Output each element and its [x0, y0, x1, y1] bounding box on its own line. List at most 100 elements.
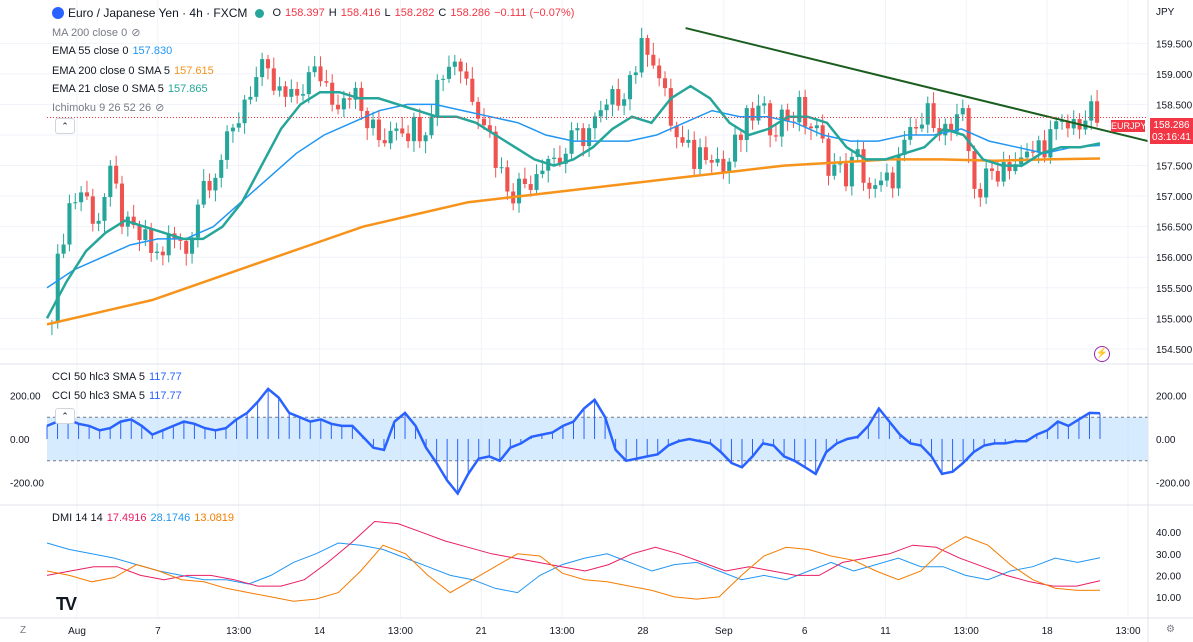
candle-body	[1048, 129, 1053, 158]
candle-body	[738, 134, 743, 140]
candle-body	[225, 131, 230, 160]
candle-body	[668, 88, 673, 126]
candle-body	[213, 177, 218, 191]
gear-icon[interactable]: ⚙	[1166, 624, 1175, 635]
candle-body	[312, 66, 317, 73]
candle-body	[651, 54, 656, 66]
collapse-cci-button[interactable]: ⌃	[55, 408, 75, 424]
candle-body	[843, 163, 849, 187]
ema200-label: EMA 200 close 0 SMA 5	[52, 65, 171, 77]
candle-body	[55, 253, 60, 323]
ohlc-open-label: O	[272, 7, 281, 19]
ema200-legend[interactable]: EMA 200 close 0 SMA 5 157.615	[52, 65, 214, 77]
collapse-legend-button[interactable]: ⌃	[55, 118, 75, 134]
candle-body	[978, 188, 983, 198]
candle-body	[1054, 121, 1059, 130]
candle-body	[1013, 164, 1018, 172]
ema21-label: EMA 21 close 0 SMA 5	[52, 83, 164, 95]
candle-body	[289, 89, 294, 97]
candle-body	[190, 237, 195, 254]
candle-body	[914, 127, 919, 129]
candle-body	[697, 147, 703, 169]
ohlc-high: 158.416	[340, 7, 381, 19]
hidden-eye-icon[interactable]: ⊘	[131, 27, 141, 39]
currency-label[interactable]: JPY	[1156, 7, 1175, 18]
ma200-legend[interactable]: MA 200 close 0 ⊘	[52, 26, 141, 40]
candle-body	[516, 178, 522, 204]
trendline	[685, 27, 1149, 143]
ma200-label: MA 200 close 0	[52, 26, 128, 39]
auto-scale-button[interactable]: Z	[20, 625, 27, 636]
candle-body	[598, 110, 603, 117]
candle-body	[692, 139, 697, 169]
candle-body	[102, 196, 107, 221]
candle-body	[522, 178, 527, 185]
symbol-legend[interactable]: Euro / Japanese Yen · 4h · FXCM O 158.397…	[52, 6, 574, 20]
candle-body	[283, 86, 288, 97]
candle-body	[306, 72, 311, 95]
candle-body	[610, 89, 615, 105]
candle-body	[528, 184, 533, 190]
candle-body	[446, 66, 452, 79]
candle-body	[242, 99, 247, 124]
candle-body	[476, 101, 481, 119]
candle-body	[108, 165, 113, 197]
bar-countdown: 03:16:41	[1152, 132, 1191, 143]
candle-body	[966, 108, 971, 152]
y-tick-label: 159.500	[1156, 39, 1193, 50]
candle-body	[756, 105, 761, 121]
ema21-legend[interactable]: EMA 21 close 0 SMA 5 157.865	[52, 83, 208, 95]
candle-body	[954, 114, 959, 132]
candle-body	[686, 139, 691, 143]
x-tick-label: 13:00	[226, 626, 251, 637]
ema55-legend[interactable]: EMA 55 close 0 157.830	[52, 45, 172, 57]
dmi-y-tick: 40.00	[1156, 528, 1181, 539]
x-tick-label: 18	[1042, 626, 1054, 637]
candle-body	[557, 157, 562, 164]
x-tick-label: Sep	[715, 626, 733, 637]
candle-body	[464, 71, 469, 79]
candle-body	[616, 89, 621, 106]
ema55-label: EMA 55 close 0	[52, 45, 129, 57]
candle-body	[890, 172, 895, 189]
last-price: 158.286	[1153, 120, 1190, 131]
ema21-value: 157.865	[167, 83, 208, 95]
candle-body	[861, 149, 866, 183]
candle-body	[371, 119, 376, 129]
candle-body	[423, 135, 428, 142]
hidden-eye-icon[interactable]: ⊘	[155, 102, 165, 114]
candle-body	[166, 233, 171, 256]
candle-body	[744, 108, 749, 140]
candle-body	[826, 138, 831, 176]
candle-body	[884, 172, 889, 181]
candle-body	[248, 96, 253, 100]
candle-body	[201, 180, 206, 205]
cci-y-tick: -200.00	[1156, 479, 1190, 490]
candle-body	[797, 96, 802, 123]
y-tick-label: 155.500	[1156, 284, 1193, 295]
candle-body	[762, 103, 767, 106]
ema200-line	[46, 157, 1101, 326]
cci2-legend[interactable]: CCI 50 hlc3 SMA 5 117.77	[52, 390, 182, 402]
ohlc-change: −0.111 (−0.07%)	[494, 7, 575, 19]
ohlc-high-label: H	[328, 7, 337, 19]
candle-body	[896, 154, 901, 189]
candle-body	[400, 128, 405, 134]
y-tick-label: 157.000	[1156, 192, 1193, 203]
candle-body	[300, 94, 306, 96]
lightning-icon[interactable]: ⚡	[1094, 346, 1110, 362]
y-tick-label: 157.500	[1156, 162, 1193, 173]
candle-body	[230, 127, 235, 132]
candle-body	[563, 153, 568, 164]
cci1-legend[interactable]: CCI 50 hlc3 SMA 5 117.77	[52, 371, 182, 383]
candle-body	[709, 160, 714, 163]
dmi-label: DMI 14 14	[52, 512, 103, 524]
candle-body	[119, 183, 125, 227]
cci1-label: CCI 50 hlc3 SMA 5	[52, 371, 145, 383]
dmi-legend[interactable]: DMI 14 14 17.4916 28.1746 13.0819	[52, 512, 234, 524]
dmi-pane	[46, 520, 1101, 602]
x-tick-label: 11	[880, 626, 891, 637]
candle-body	[84, 192, 89, 197]
ichimoku-legend[interactable]: Ichimoku 9 26 52 26 ⊘	[52, 101, 165, 115]
